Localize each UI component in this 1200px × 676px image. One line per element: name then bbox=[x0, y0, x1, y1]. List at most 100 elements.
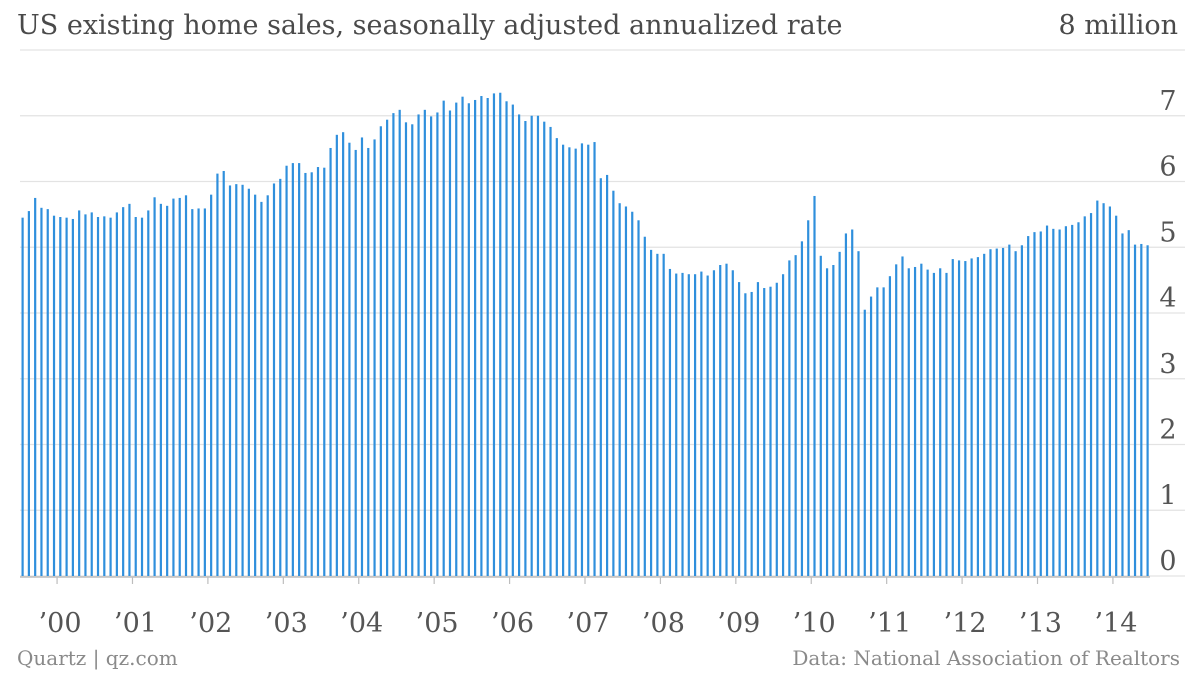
bar bbox=[386, 119, 389, 576]
x-tick-label: ’11 bbox=[868, 608, 911, 639]
bar bbox=[235, 184, 238, 576]
x-tick-label: ’09 bbox=[717, 608, 760, 639]
x-tick-label: ’00 bbox=[39, 608, 82, 639]
bar bbox=[480, 96, 483, 577]
bar bbox=[84, 214, 87, 576]
bar bbox=[719, 265, 722, 576]
bar bbox=[964, 261, 967, 576]
bar bbox=[159, 203, 162, 577]
bar bbox=[40, 207, 43, 577]
bar bbox=[687, 274, 690, 576]
bar bbox=[895, 264, 898, 576]
bar bbox=[1077, 222, 1080, 576]
bar bbox=[536, 115, 540, 576]
chart-title: US existing home sales, seasonally adjus… bbox=[17, 10, 843, 41]
bar bbox=[379, 126, 382, 577]
bar bbox=[184, 195, 188, 576]
bar bbox=[580, 143, 584, 577]
bar bbox=[153, 197, 156, 576]
bar bbox=[668, 268, 672, 576]
bar bbox=[492, 93, 496, 577]
bar bbox=[907, 268, 910, 576]
bar bbox=[656, 253, 659, 576]
bar bbox=[65, 217, 68, 576]
bar bbox=[34, 197, 37, 576]
bar bbox=[788, 260, 791, 576]
bar bbox=[926, 269, 929, 576]
bar bbox=[612, 190, 615, 576]
bar bbox=[675, 273, 678, 576]
bar bbox=[825, 268, 829, 576]
bar bbox=[430, 116, 433, 576]
bar bbox=[222, 170, 225, 577]
bar bbox=[172, 198, 175, 576]
bar bbox=[637, 220, 640, 577]
bar bbox=[851, 229, 854, 576]
bar bbox=[1027, 236, 1030, 576]
bar bbox=[115, 212, 118, 576]
bar bbox=[819, 255, 822, 577]
bar bbox=[436, 112, 439, 577]
bar bbox=[266, 195, 269, 576]
bar bbox=[272, 183, 276, 576]
bar bbox=[1071, 224, 1074, 576]
bar bbox=[593, 142, 596, 577]
bar bbox=[1064, 226, 1067, 576]
bar bbox=[78, 210, 81, 576]
bar bbox=[693, 274, 697, 576]
bar bbox=[530, 115, 533, 576]
bar bbox=[241, 184, 244, 576]
bar bbox=[247, 188, 250, 577]
bar bbox=[524, 121, 527, 576]
bar bbox=[756, 282, 760, 576]
bar bbox=[587, 144, 590, 576]
bar bbox=[27, 211, 30, 576]
bar bbox=[863, 309, 866, 576]
bar bbox=[260, 201, 263, 576]
bar bbox=[869, 296, 873, 576]
bar bbox=[763, 288, 766, 576]
x-tick-label: ’02 bbox=[189, 608, 232, 639]
bar bbox=[800, 241, 804, 576]
bar bbox=[1121, 233, 1124, 576]
x-tick-label: ’12 bbox=[944, 608, 987, 639]
bar bbox=[348, 142, 351, 576]
bar bbox=[781, 274, 785, 576]
bar bbox=[254, 194, 257, 576]
bar bbox=[888, 276, 892, 576]
bar bbox=[122, 207, 125, 576]
bar bbox=[46, 209, 49, 577]
bar bbox=[951, 259, 954, 576]
bar bbox=[304, 172, 307, 576]
bar bbox=[1089, 213, 1093, 576]
bar bbox=[1133, 244, 1137, 576]
bar bbox=[932, 272, 936, 576]
bar bbox=[474, 99, 477, 576]
bar bbox=[605, 174, 609, 577]
bar bbox=[342, 132, 345, 576]
bar bbox=[216, 173, 219, 577]
x-tick-label: ’01 bbox=[114, 608, 157, 639]
bar bbox=[178, 197, 181, 576]
bar bbox=[1058, 229, 1061, 576]
bar bbox=[518, 114, 521, 576]
bar bbox=[210, 194, 213, 576]
bar bbox=[1020, 245, 1024, 576]
bar bbox=[1001, 247, 1005, 576]
credit-label: Quartz | qz.com bbox=[17, 646, 178, 670]
bar bbox=[882, 287, 885, 576]
bar bbox=[404, 122, 408, 576]
bar bbox=[976, 257, 980, 576]
x-tick-label: ’08 bbox=[642, 608, 685, 639]
bar bbox=[71, 218, 74, 577]
bar bbox=[1052, 228, 1055, 576]
bar bbox=[555, 138, 558, 577]
bar bbox=[1083, 216, 1086, 576]
bar bbox=[298, 163, 301, 576]
bar bbox=[360, 137, 364, 576]
bar bbox=[392, 113, 395, 577]
y-tick-label: 0 bbox=[1159, 546, 1176, 577]
x-tick-label: ’04 bbox=[340, 608, 383, 639]
bar bbox=[411, 124, 414, 577]
bar bbox=[970, 258, 973, 576]
